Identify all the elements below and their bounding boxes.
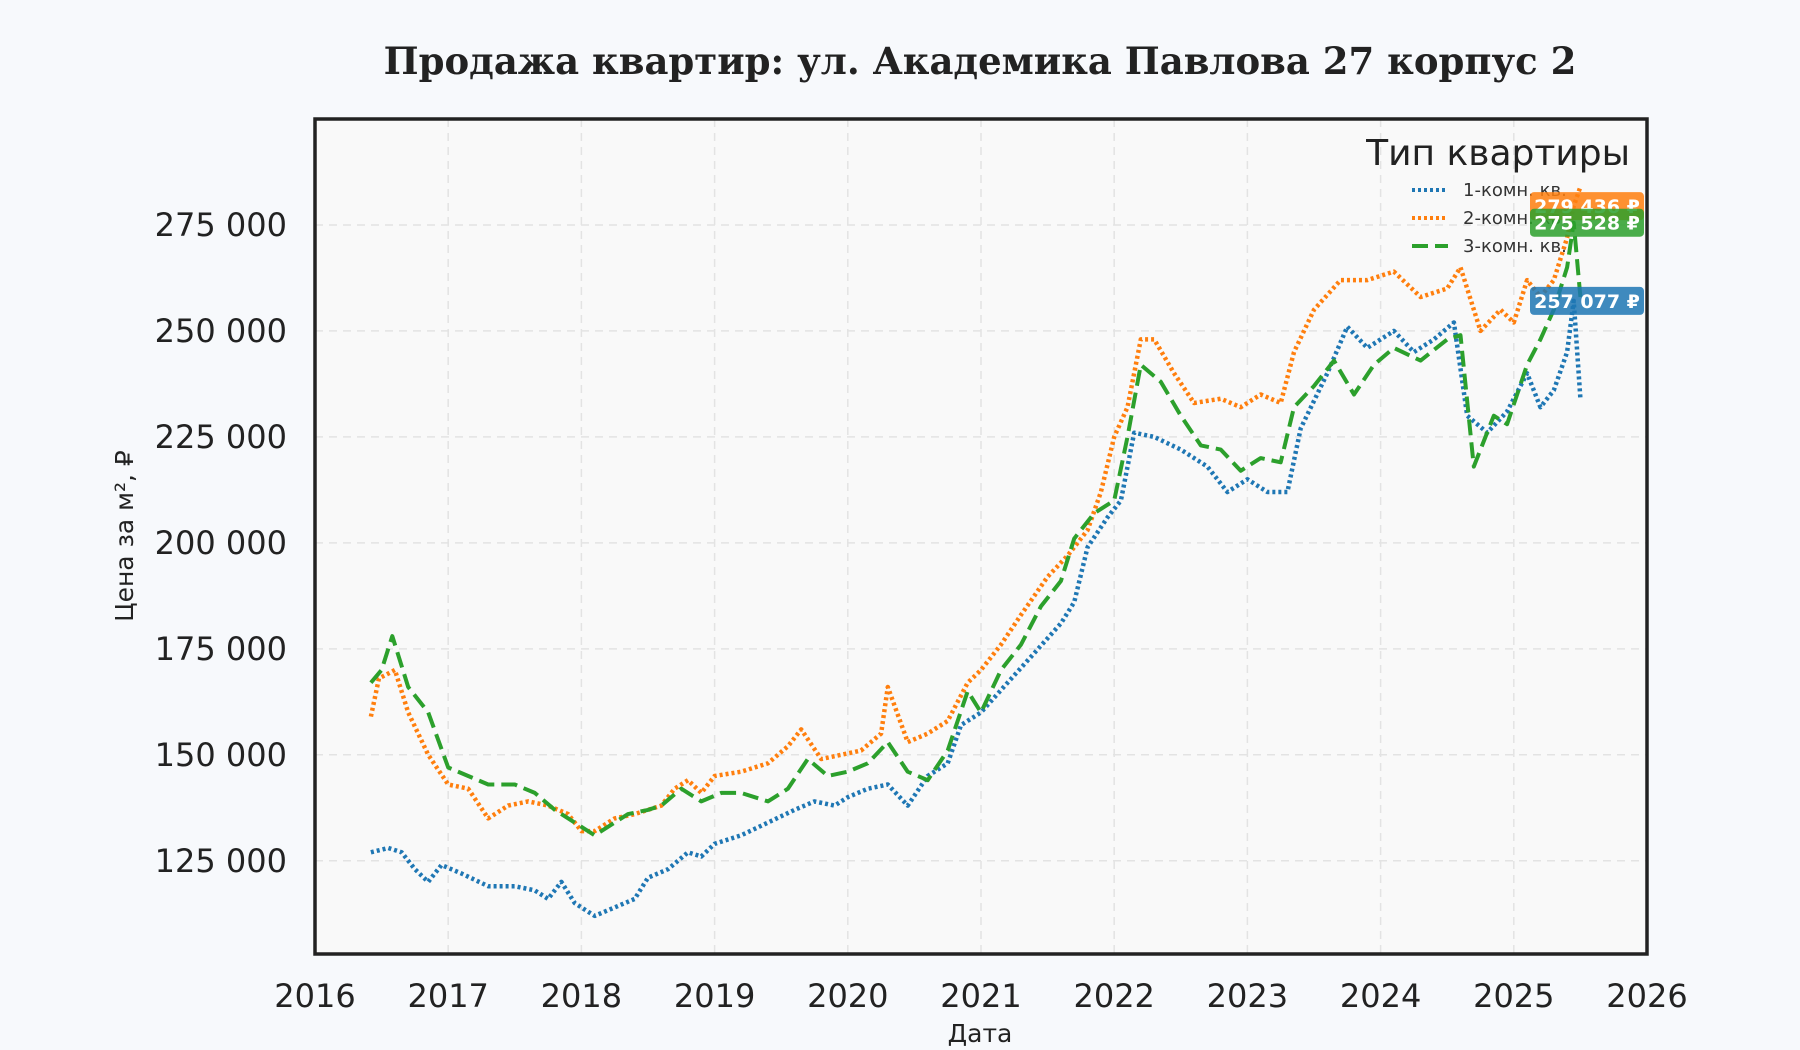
x-tick-label: 2018 bbox=[541, 977, 622, 1015]
x-tick-label: 2022 bbox=[1073, 977, 1154, 1015]
y-tick-label: 125 000 bbox=[155, 842, 287, 880]
legend-item-3: 3-комн. кв. bbox=[1463, 236, 1567, 257]
x-tick-label: 2019 bbox=[674, 977, 755, 1015]
chart-title: Продажа квартир: ул. Академика Павлова 2… bbox=[384, 39, 1577, 83]
x-tick-label: 2016 bbox=[274, 977, 355, 1015]
y-tick-label: 225 000 bbox=[155, 418, 287, 456]
y-axis-ticks: 125 000 150 000 175 000 200 000 225 000 250 0… bbox=[155, 206, 287, 880]
grid-lines bbox=[315, 119, 1647, 954]
x-tick-label: 2023 bbox=[1207, 977, 1288, 1015]
legend: Тип квартиры 1-комн. кв.2-комн. кв.3-ком… bbox=[1365, 133, 1630, 257]
x-tick-label: 2020 bbox=[807, 977, 888, 1015]
x-tick-label: 2025 bbox=[1473, 977, 1554, 1015]
plot-background bbox=[315, 119, 1647, 954]
y-tick-label: 250 000 bbox=[155, 312, 287, 350]
plot-frame bbox=[313, 117, 1649, 956]
x-tick-label: 2021 bbox=[940, 977, 1021, 1015]
end-badge-label-3: 275 528 ₽ bbox=[1534, 213, 1640, 235]
y-tick-label: 150 000 bbox=[155, 736, 287, 774]
x-axis-ticks: 2016 2017 2018 2019 2020 2021 2022 2023 2024 2025… bbox=[274, 977, 1687, 1015]
end-badge-1 bbox=[1530, 286, 1644, 315]
y-axis-label: Цена за м², ₽ bbox=[110, 450, 139, 622]
series-line-2 bbox=[368, 186, 1583, 834]
end-badge-label-1: 257 077 ₽ bbox=[1534, 291, 1640, 313]
end-badge-3 bbox=[1530, 208, 1644, 237]
legend-title: Тип квартиры bbox=[1365, 133, 1630, 174]
y-tick-label: 200 000 bbox=[155, 524, 287, 562]
x-tick-label: 2026 bbox=[1606, 977, 1687, 1015]
x-tick-label: 2017 bbox=[407, 977, 488, 1015]
y-tick-label: 275 000 bbox=[155, 206, 287, 244]
series-lines bbox=[368, 186, 1583, 919]
y-tick-label: 175 000 bbox=[155, 630, 287, 668]
x-tick-label: 2024 bbox=[1340, 977, 1421, 1015]
series-line-3 bbox=[369, 220, 1583, 838]
x-axis-label: Дата bbox=[948, 1019, 1013, 1048]
end-value-badges: 279 436 ₽275 528 ₽257 077 ₽ bbox=[1530, 192, 1644, 315]
